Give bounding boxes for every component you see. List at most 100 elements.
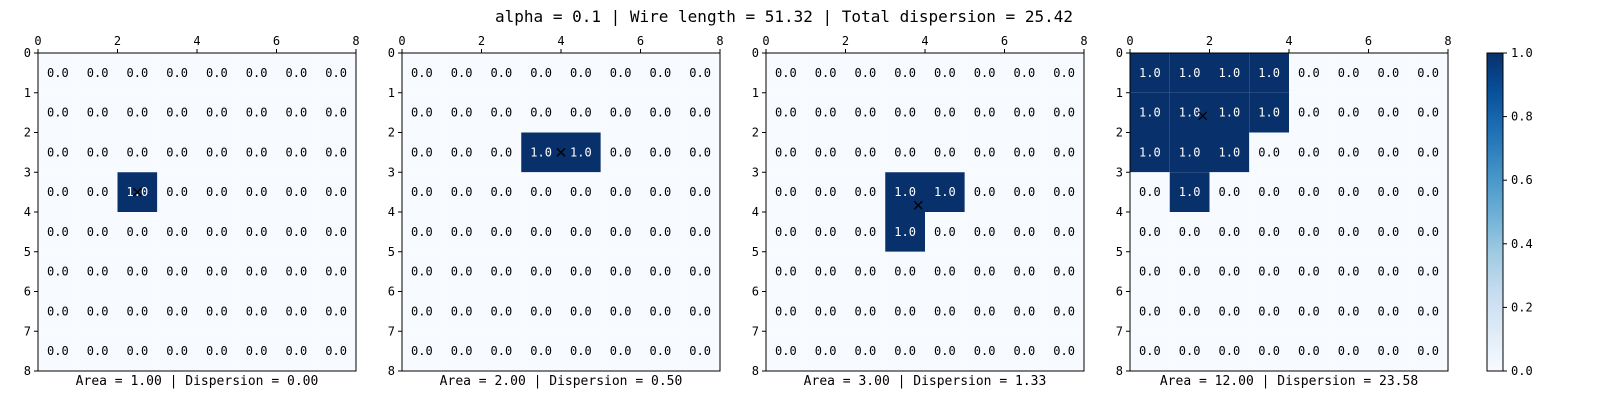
heatmap-cell: [441, 53, 482, 93]
cell-value-label: 0.0: [689, 304, 711, 318]
heatmap-cell: [640, 291, 681, 332]
cell-value-label: 0.0: [1219, 304, 1241, 318]
heatmap-cell-active: [1169, 53, 1210, 93]
cell-value-label: 0.0: [1258, 145, 1280, 159]
cell-value-label: 0.0: [325, 304, 347, 318]
cell-value-label: 0.0: [87, 225, 109, 239]
cell-value-label: 0.0: [491, 145, 513, 159]
cell-value-label: 0.0: [411, 225, 433, 239]
cell-value-label: 0.0: [530, 304, 552, 318]
x-tick-label: 2: [478, 34, 485, 48]
cell-value-label: 0.0: [1014, 344, 1036, 358]
cell-value-label: 0.0: [166, 66, 188, 80]
cell-value-label: 1.0: [894, 185, 916, 199]
cell-value-label: 0.0: [775, 225, 797, 239]
cell-value-label: 0.0: [1417, 66, 1439, 80]
x-tick-label: 6: [1001, 34, 1008, 48]
y-tick-label: 7: [388, 324, 395, 338]
cell-value-label: 0.0: [1179, 304, 1201, 318]
heatmap-cell-active: [1209, 132, 1250, 173]
heatmap-cell: [1368, 291, 1409, 332]
cell-value-label: 0.0: [934, 66, 956, 80]
colorbar-gradient: [1487, 53, 1503, 371]
x-tick-label: 8: [1080, 34, 1087, 48]
heatmap-cell: [561, 291, 601, 332]
cell-value-label: 0.0: [1298, 106, 1320, 120]
heatmap-cell: [236, 172, 277, 212]
heatmap-cell: [1408, 251, 1448, 292]
heatmap-cell: [481, 92, 522, 133]
heatmap-cell: [600, 212, 641, 252]
cell-value-label: 0.0: [1338, 225, 1360, 239]
cell-value-label: 0.0: [127, 106, 149, 120]
heatmap-cell: [236, 212, 277, 252]
heatmap-cell: [561, 212, 601, 252]
heatmap-cell-active: [1209, 53, 1250, 93]
heatmap-cell: [1408, 172, 1448, 212]
heatmap-cell: [276, 172, 317, 212]
heatmap-cell: [1004, 331, 1045, 371]
x-tick-label: 4: [193, 34, 200, 48]
heatmap-cell: [964, 291, 1005, 332]
cell-value-label: 0.0: [166, 344, 188, 358]
cell-value-label: 1.0: [570, 145, 592, 159]
heatmap-cell: [481, 212, 522, 252]
cell-value-label: 0.0: [1298, 344, 1320, 358]
heatmap-cell: [197, 53, 237, 93]
heatmap-cell: [680, 172, 720, 212]
heatmap-cell: [1289, 212, 1329, 252]
y-tick-label: 8: [752, 364, 759, 378]
heatmap-cell: [1249, 251, 1289, 292]
cell-value-label: 0.0: [1053, 304, 1075, 318]
heatmap-cell: [402, 92, 442, 133]
cell-value-label: 0.0: [451, 185, 473, 199]
cell-value-label: 0.0: [894, 265, 916, 279]
heatmap-cell: [766, 172, 806, 212]
cell-value-label: 0.0: [286, 185, 308, 199]
colorbar-tick-label: 0.6: [1511, 173, 1533, 187]
cell-value-label: 0.0: [166, 265, 188, 279]
heatmap-cell: [1408, 212, 1448, 252]
cell-value-label: 0.0: [1219, 185, 1241, 199]
heatmap-cell: [197, 331, 237, 371]
cell-value-label: 0.0: [325, 185, 347, 199]
cell-value-label: 0.0: [206, 344, 228, 358]
cell-value-label: 0.0: [451, 66, 473, 80]
cell-value-label: 0.0: [286, 66, 308, 80]
heatmap-cell: [316, 331, 356, 371]
heatmap-cell: [38, 291, 78, 332]
heatmap-cell: [885, 251, 925, 292]
heatmap-cell: [1249, 132, 1289, 173]
cell-value-label: 0.0: [491, 225, 513, 239]
heatmap-cell: [845, 53, 886, 93]
heatmap-cell: [845, 251, 886, 292]
heatmap-cell: [600, 291, 641, 332]
heatmap-cell: [441, 172, 482, 212]
cell-value-label: 0.0: [1139, 344, 1161, 358]
cell-value-label: 0.0: [610, 344, 632, 358]
cell-value-label: 0.0: [934, 265, 956, 279]
heatmap-cell: [441, 92, 482, 133]
heatmap-cell: [77, 212, 118, 252]
cell-value-label: 0.0: [775, 145, 797, 159]
heatmap-cell: [1130, 251, 1170, 292]
y-tick-label: 3: [388, 165, 395, 179]
y-tick-label: 5: [752, 245, 759, 259]
heatmap-cell: [845, 172, 886, 212]
panel-subtitle: Area = 3.00 | Dispersion = 1.33: [804, 374, 1047, 389]
heatmap-cell: [1368, 53, 1409, 93]
cell-value-label: 0.0: [775, 265, 797, 279]
heatmap-cell: [1328, 331, 1369, 371]
heatmap-cell: [766, 132, 806, 173]
heatmap-cell: [1249, 331, 1289, 371]
heatmap-cell: [521, 251, 561, 292]
cell-value-label: 0.0: [974, 225, 996, 239]
cell-value-label: 0.0: [1298, 66, 1320, 80]
heatmap-cell: [316, 53, 356, 93]
cell-value-label: 0.0: [650, 106, 672, 120]
y-tick-label: 1: [1116, 86, 1123, 100]
x-tick-label: 8: [352, 34, 359, 48]
heatmap-cell: [236, 92, 277, 133]
heatmap-cell: [885, 331, 925, 371]
heatmap-cell: [1408, 92, 1448, 133]
